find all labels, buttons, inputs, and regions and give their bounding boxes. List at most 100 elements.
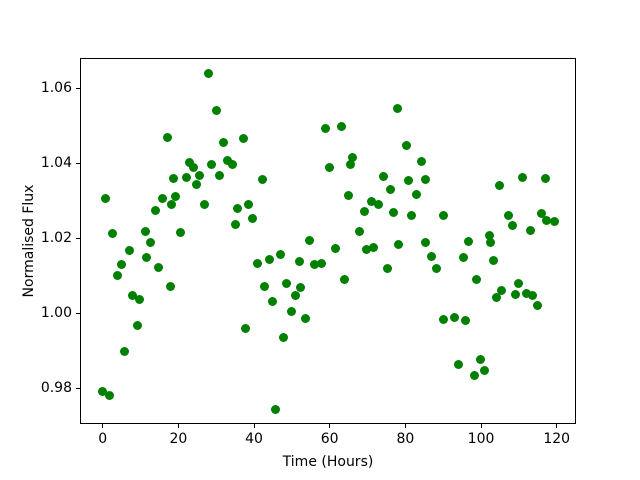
y-tick-mark [76, 387, 80, 389]
y-axis-label: Normalised Flux [21, 184, 37, 298]
x-tick-mark [177, 424, 179, 428]
data-point [101, 194, 111, 204]
data-point [359, 206, 369, 216]
data-point [367, 197, 377, 207]
data-point [492, 292, 502, 302]
data-point [215, 171, 225, 181]
data-point [227, 159, 237, 169]
data-point [439, 210, 449, 220]
data-point [309, 259, 319, 269]
data-point [369, 242, 379, 252]
data-point [257, 174, 267, 184]
data-point [189, 163, 198, 172]
data-point [195, 170, 205, 180]
data-point [105, 391, 115, 401]
y-tick-label: 1.06 [40, 80, 72, 97]
data-point [135, 295, 145, 305]
plot-area [80, 58, 576, 424]
data-point [450, 312, 460, 322]
data-point [404, 176, 414, 186]
data-point [317, 259, 327, 268]
data-point [243, 199, 253, 209]
data-point [287, 306, 297, 316]
data-point [294, 257, 304, 267]
x-tick-label: 100 [467, 431, 495, 447]
x-tick-label: 120 [543, 431, 571, 447]
data-point [248, 214, 258, 224]
data-point [527, 290, 537, 300]
data-point [260, 281, 270, 291]
data-point [199, 199, 209, 209]
data-point [427, 251, 437, 261]
data-point [167, 199, 177, 209]
data-point [230, 220, 240, 230]
data-point [128, 290, 138, 300]
data-point [240, 324, 250, 334]
data-point [98, 387, 108, 397]
data-point [355, 227, 365, 237]
data-point [168, 173, 178, 183]
data-point [321, 123, 331, 133]
data-point [158, 194, 168, 204]
data-point [485, 238, 495, 247]
data-point [393, 104, 403, 114]
data-point [171, 191, 181, 201]
data-point [472, 274, 482, 284]
data-point [346, 159, 356, 169]
data-point [154, 263, 164, 273]
data-point [496, 286, 506, 295]
data-point [175, 228, 185, 238]
data-point [382, 264, 392, 274]
data-point [265, 254, 275, 264]
data-point [378, 172, 388, 181]
y-tick-mark [76, 87, 80, 89]
data-point [549, 217, 559, 227]
data-point [192, 180, 202, 190]
data-point [439, 314, 449, 324]
data-point [233, 203, 243, 213]
data-point [394, 239, 404, 249]
data-point [416, 157, 426, 166]
data-point [336, 122, 346, 132]
data-point [385, 185, 395, 195]
data-point [453, 360, 463, 370]
data-point [503, 210, 513, 220]
y-tick-label: 0.98 [40, 380, 72, 397]
x-tick-mark [404, 424, 406, 428]
data-point [461, 316, 471, 325]
x-tick-mark [556, 424, 558, 428]
data-point [458, 253, 468, 262]
data-point [374, 199, 383, 209]
data-point [146, 237, 156, 247]
data-point [348, 153, 358, 163]
data-point [525, 225, 535, 235]
y-tick-mark [76, 312, 80, 314]
data-point [166, 281, 176, 291]
data-point [116, 259, 126, 269]
data-point [204, 69, 214, 79]
data-point [324, 162, 334, 172]
x-tick-mark [329, 424, 331, 428]
x-tick-mark [253, 424, 255, 428]
y-tick-mark [76, 237, 80, 239]
data-point [142, 253, 152, 262]
y-tick-mark [76, 162, 80, 164]
data-point [537, 208, 547, 218]
data-point [222, 155, 232, 165]
data-point [305, 236, 315, 246]
data-point [276, 249, 286, 259]
data-point [470, 371, 480, 381]
data-point [218, 137, 228, 147]
data-point [120, 346, 130, 356]
data-point [476, 355, 486, 364]
data-point [533, 301, 543, 311]
data-point [484, 230, 494, 240]
data-point [291, 290, 301, 300]
data-point [361, 244, 371, 254]
data-point [185, 157, 195, 167]
data-point [540, 173, 550, 183]
data-point [268, 297, 278, 307]
y-tick-label: 1.02 [40, 230, 72, 247]
data-point [301, 314, 311, 324]
y-tick-label: 1.00 [40, 305, 72, 322]
